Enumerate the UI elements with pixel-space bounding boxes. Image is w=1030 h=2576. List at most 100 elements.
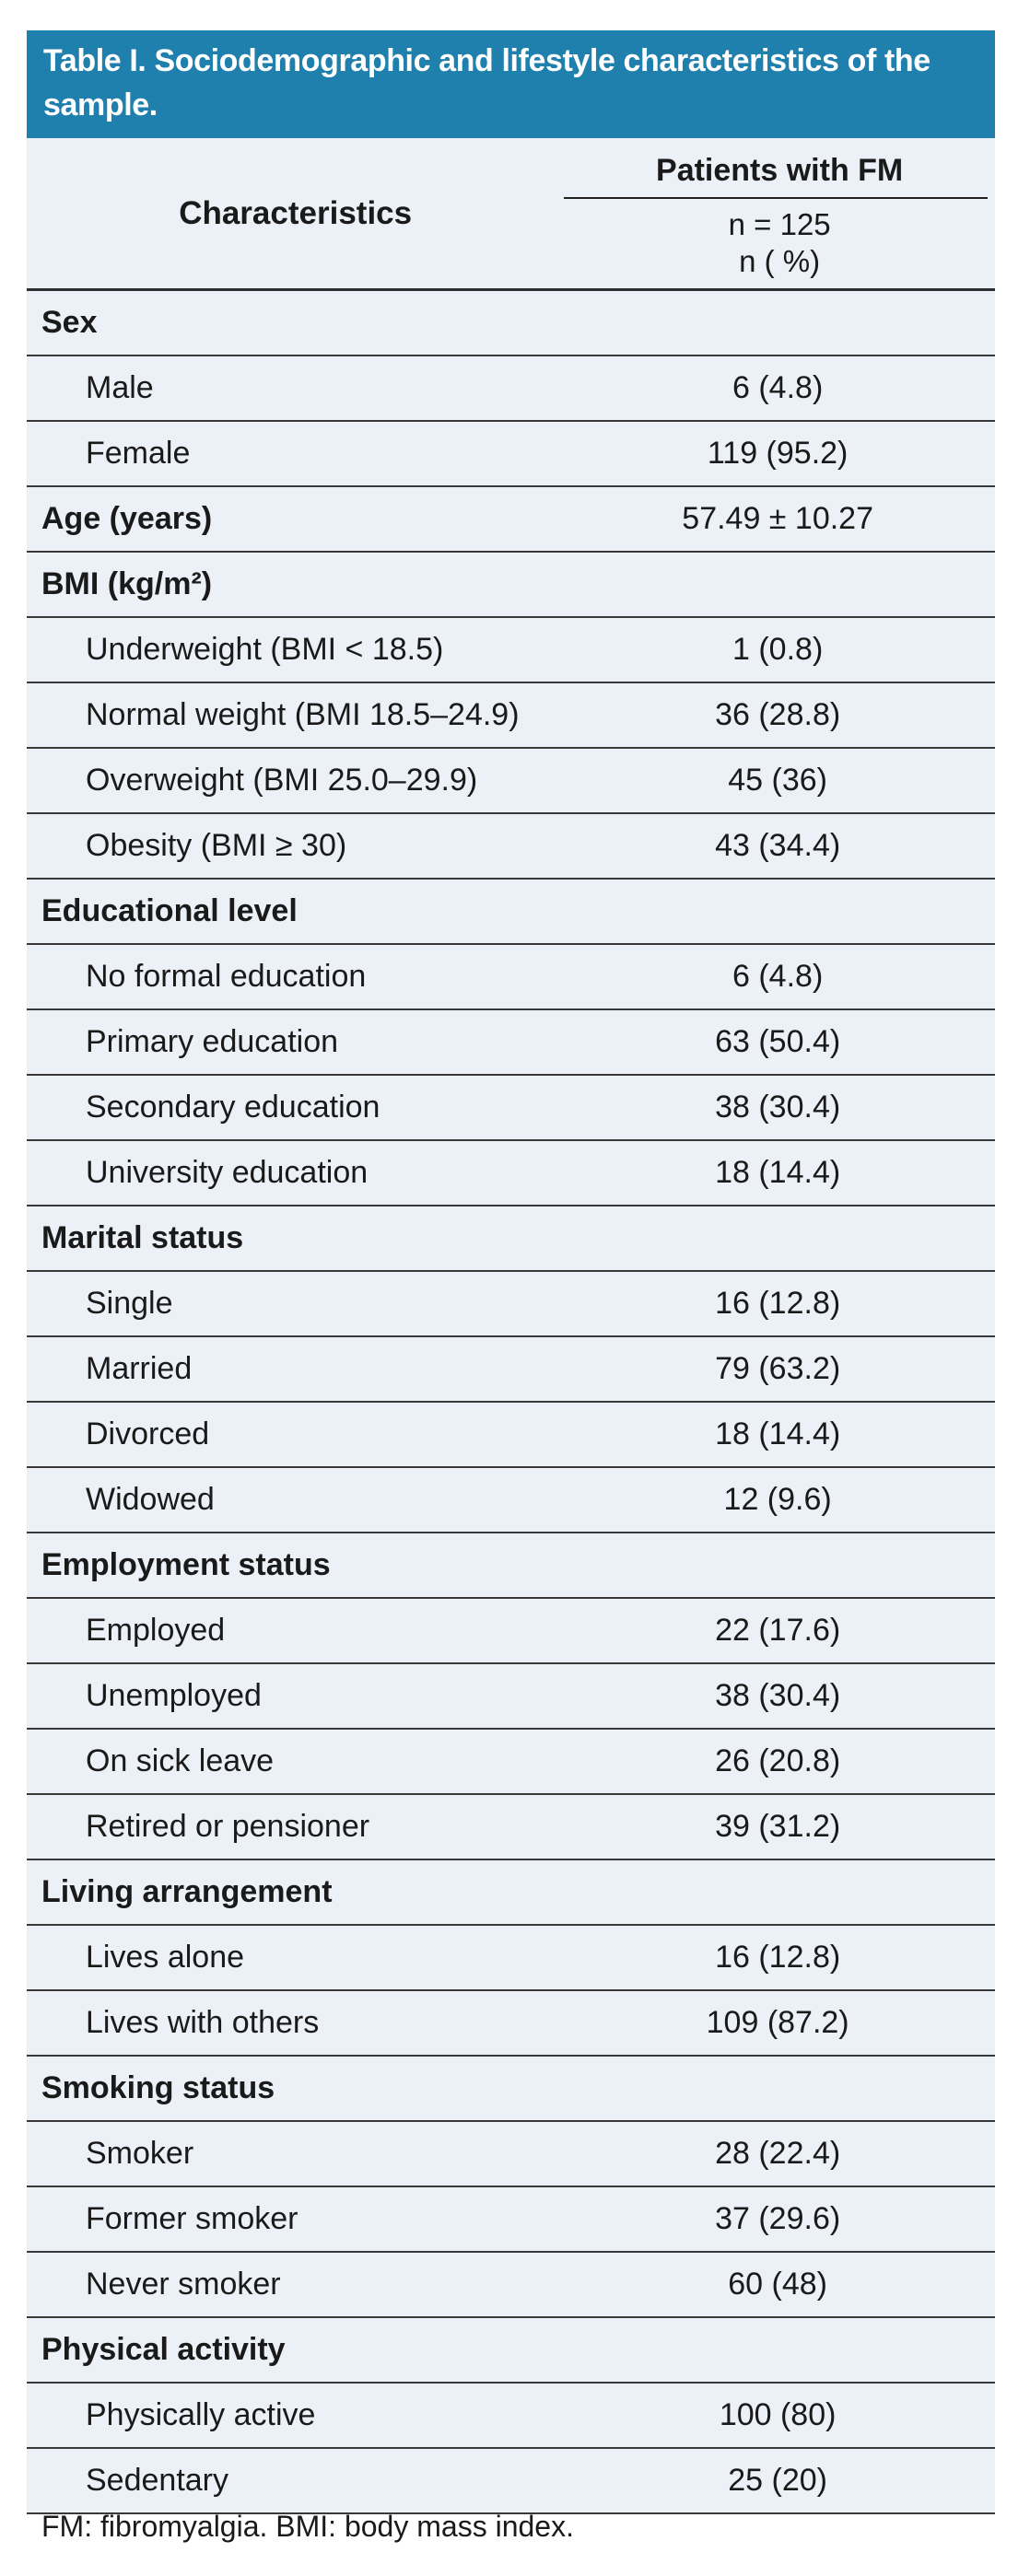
- table-row: No formal education 6 (4.8): [27, 945, 995, 1011]
- row-label: On sick leave: [86, 1743, 275, 1779]
- table-row: Sedentary 25 (20): [27, 2449, 995, 2515]
- row-value: 43 (34.4): [715, 828, 841, 864]
- table-row: Retired or pensioner 39 (31.2): [27, 1795, 995, 1861]
- table-row: Divorced 18 (14.4): [27, 1403, 995, 1469]
- row-value: 79 (63.2): [715, 1351, 841, 1387]
- row-value: 6 (4.8): [732, 959, 824, 995]
- row-label: Age (years): [41, 501, 213, 537]
- column-header-characteristics: Characteristics: [179, 194, 413, 231]
- table-row: Sex: [27, 291, 995, 357]
- table-row: BMI (kg/m²): [27, 553, 995, 619]
- row-label: University education: [86, 1155, 369, 1191]
- row-value: 100 (80): [719, 2397, 837, 2433]
- row-label: Divorced: [86, 1416, 210, 1452]
- table-row: Male 6 (4.8): [27, 356, 995, 423]
- table-row: University education 18 (14.4): [27, 1141, 995, 1207]
- row-value: 38 (30.4): [715, 1678, 841, 1714]
- row-value: 16 (12.8): [715, 1286, 841, 1322]
- column-group-divider: [564, 196, 988, 199]
- row-value: 45 (36): [728, 763, 827, 798]
- table-row: Age (years) 57.49 ± 10.27: [27, 487, 995, 554]
- row-label: Marital status: [41, 1220, 244, 1256]
- table-row: Overweight (BMI 25.0–29.9) 45 (36): [27, 749, 995, 815]
- row-value: 18 (14.4): [715, 1155, 841, 1191]
- table-row: Obesity (BMI ≥ 30) 43 (34.4): [27, 814, 995, 880]
- table-row: Widowed 12 (9.6): [27, 1468, 995, 1534]
- table-row: Smoker 28 (22.4): [27, 2122, 995, 2188]
- table-row: Underweight (BMI < 18.5) 1 (0.8): [27, 618, 995, 684]
- table-row: Physical activity: [27, 2318, 995, 2384]
- row-label: Living arrangement: [41, 1874, 333, 1910]
- row-value: 6 (4.8): [732, 370, 824, 406]
- row-label: Single: [86, 1286, 173, 1322]
- table-row: On sick leave 26 (20.8): [27, 1730, 995, 1796]
- row-label: Overweight (BMI 25.0–29.9): [86, 763, 478, 798]
- row-label: Educational level: [41, 893, 298, 929]
- row-label: Former smoker: [86, 2201, 298, 2237]
- table-row: Secondary education 38 (30.4): [27, 1076, 995, 1142]
- table-card: Table I. Sociodemographic and lifestyle …: [27, 30, 995, 2515]
- table-row: Employment status: [27, 1533, 995, 1600]
- row-label: Sex: [41, 305, 98, 341]
- row-label: Male: [86, 370, 154, 406]
- row-value: 22 (17.6): [715, 1613, 841, 1649]
- row-label: Female: [86, 436, 191, 472]
- row-label: BMI (kg/m²): [41, 566, 213, 602]
- row-value: 36 (28.8): [715, 697, 841, 733]
- table-row: Physically active 100 (80): [27, 2384, 995, 2450]
- row-label: Widowed: [86, 1482, 215, 1518]
- row-value: 60 (48): [728, 2267, 827, 2302]
- row-value: 38 (30.4): [715, 1090, 841, 1125]
- row-label: Sedentary: [86, 2463, 228, 2499]
- table-row: Educational level: [27, 880, 995, 946]
- row-value: 18 (14.4): [715, 1416, 841, 1452]
- row-label: Underweight (BMI < 18.5): [86, 632, 444, 668]
- column-group-label: Patients with FM: [656, 152, 904, 188]
- table-row: Marital status: [27, 1206, 995, 1273]
- row-value: 109 (87.2): [706, 2005, 849, 2041]
- row-label: Smoker: [86, 2136, 194, 2172]
- table-body: Sex Male 6 (4.8) Female 119 (95.2) Age (…: [27, 291, 995, 2515]
- row-label: Physical activity: [41, 2332, 286, 2368]
- table-row: Female 119 (95.2): [27, 422, 995, 488]
- table-row: Single 16 (12.8): [27, 1272, 995, 1338]
- table-row: Married 79 (63.2): [27, 1337, 995, 1404]
- table-row: Normal weight (BMI 18.5–24.9) 36 (28.8): [27, 683, 995, 750]
- table-row: Lives with others 109 (87.2): [27, 1991, 995, 2057]
- table-row: Primary education 63 (50.4): [27, 1010, 995, 1077]
- row-label: Secondary education: [86, 1090, 380, 1125]
- table-row: Employed 22 (17.6): [27, 1599, 995, 1665]
- table-row: Never smoker 60 (48): [27, 2253, 995, 2319]
- row-value: 63 (50.4): [715, 1024, 841, 1060]
- row-label: Employed: [86, 1613, 226, 1649]
- row-label: Never smoker: [86, 2267, 281, 2302]
- column-header-patients: Patients with FM n = 125 n ( %): [564, 138, 995, 288]
- row-label: Obesity (BMI ≥ 30): [86, 828, 347, 864]
- table-row: Smoking status: [27, 2057, 995, 2123]
- table-header: Characteristics Patients with FM n = 125…: [27, 138, 995, 292]
- row-label: No formal education: [86, 959, 367, 995]
- row-value: 1 (0.8): [732, 632, 824, 668]
- row-label: Primary education: [86, 1024, 339, 1060]
- row-label: Employment status: [41, 1547, 331, 1583]
- row-label: Lives with others: [86, 2005, 320, 2041]
- row-label: Physically active: [86, 2397, 316, 2433]
- table-row: Unemployed 38 (30.4): [27, 1664, 995, 1731]
- table-row: Living arrangement: [27, 1860, 995, 1927]
- table-footnote: FM: fibromyalgia. BMI: body mass index.: [41, 2510, 574, 2543]
- row-value: 28 (22.4): [715, 2136, 841, 2172]
- row-label: Retired or pensioner: [86, 1809, 370, 1845]
- row-value: 39 (31.2): [715, 1809, 841, 1845]
- row-value: 25 (20): [728, 2463, 827, 2499]
- row-label: Unemployed: [86, 1678, 262, 1714]
- table-title: Table I. Sociodemographic and lifestyle …: [27, 30, 995, 139]
- row-label: Smoking status: [41, 2070, 275, 2106]
- sample-size-label: n = 125: [728, 206, 831, 241]
- row-value: 37 (29.6): [715, 2201, 841, 2237]
- row-label: Normal weight (BMI 18.5–24.9): [86, 697, 520, 733]
- row-label: Lives alone: [86, 1940, 245, 1976]
- row-value: 16 (12.8): [715, 1940, 841, 1976]
- row-value: 57.49 ± 10.27: [682, 501, 873, 537]
- row-value: 119 (95.2): [707, 436, 849, 472]
